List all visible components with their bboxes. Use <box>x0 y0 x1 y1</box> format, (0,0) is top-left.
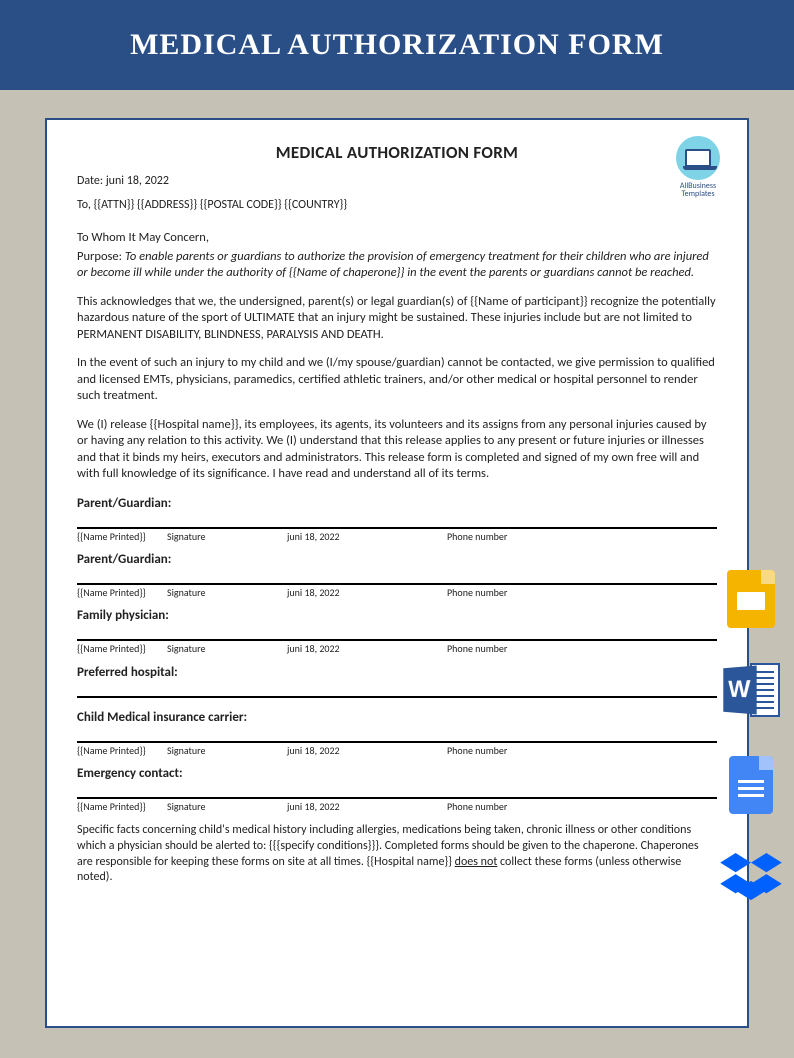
section-label: Child Medical insurance carrier: <box>77 709 717 726</box>
signature-header-row: {{Name Printed}}Signaturejuni 18, 2022Ph… <box>77 528 717 543</box>
banner-title: MEDICAL AUTHORIZATION FORM <box>130 28 664 61</box>
signature-header-row: {{Name Printed}}Signaturejuni 18, 2022Ph… <box>77 742 717 757</box>
signature-line <box>77 514 717 528</box>
date-label: Date: <box>77 174 103 188</box>
section-label: Parent/Guardian: <box>77 551 717 568</box>
brand-logo: AllBusiness Templates <box>667 136 729 199</box>
logo-text-2: Templates <box>667 190 729 198</box>
signature-header-row: {{Name Printed}}Signaturejuni 18, 2022Ph… <box>77 584 717 599</box>
salutation: To Whom It May Concern, <box>77 230 717 247</box>
section-label: Family physician: <box>77 607 717 624</box>
purpose-line: Purpose: To enable parents or guardians … <box>77 249 717 282</box>
purpose-label: Purpose: <box>77 249 122 264</box>
signature-line <box>77 626 717 640</box>
paragraph-1: This acknowledges that we, the undersign… <box>77 294 717 344</box>
format-icons-rail: W <box>720 570 782 903</box>
section-label: Parent/Guardian: <box>77 495 717 512</box>
paragraph-3: We (I) release {{Hospital name}}, its em… <box>77 417 717 483</box>
ms-word-icon[interactable]: W <box>722 663 780 721</box>
footer-underline: does not <box>455 855 498 869</box>
date-value: juni 18, 2022 <box>106 174 169 188</box>
purpose-text: To enable parents or guardians to author… <box>77 249 709 281</box>
paragraph-2: In the event of such an injury to my chi… <box>77 355 717 405</box>
document-preview: AllBusiness Templates MEDICAL AUTHORIZAT… <box>45 118 749 1028</box>
signature-line <box>77 697 717 701</box>
signature-line <box>77 784 717 798</box>
document-title: MEDICAL AUTHORIZATION FORM <box>77 142 717 164</box>
google-slides-icon[interactable] <box>722 570 780 628</box>
signature-line <box>77 570 717 584</box>
to-line: To, {{ATTN}} {{ADDRESS}} {{POSTAL CODE}}… <box>77 198 717 214</box>
footer-paragraph: Specific facts concerning child's medica… <box>77 823 717 885</box>
section-label: Emergency contact: <box>77 765 717 782</box>
signature-sections: Parent/Guardian: {{Name Printed}}Signatur… <box>77 495 717 814</box>
page-banner: MEDICAL AUTHORIZATION FORM <box>0 0 794 90</box>
section-label: Preferred hospital: <box>77 664 717 681</box>
signature-header-row: {{Name Printed}}Signaturejuni 18, 2022Ph… <box>77 798 717 813</box>
date-line: Date: juni 18, 2022 <box>77 174 717 190</box>
signature-line <box>77 683 717 697</box>
signature-header-row: {{Name Printed}}Signaturejuni 18, 2022Ph… <box>77 640 717 655</box>
signature-line <box>77 728 717 742</box>
dropbox-icon[interactable] <box>720 853 782 903</box>
google-docs-icon[interactable] <box>722 756 780 814</box>
